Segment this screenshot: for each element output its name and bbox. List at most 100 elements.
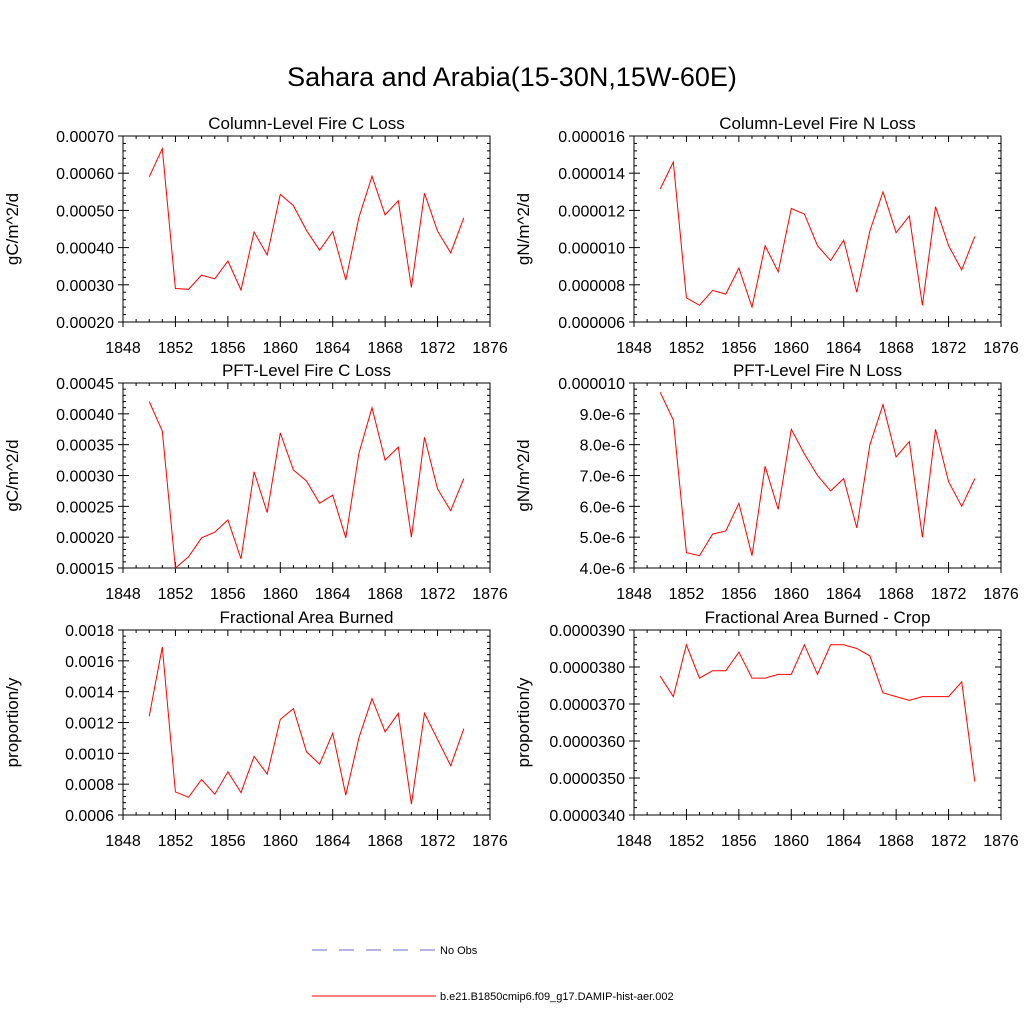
x-tick-label: 1868 <box>367 833 403 850</box>
x-tick-label: 1848 <box>105 586 141 603</box>
panel-title: Fractional Area Burned - Crop <box>705 608 931 627</box>
y-tick-label: 0.0016 <box>65 654 114 671</box>
y-tick-label: 0.000012 <box>558 203 625 220</box>
x-tick-label: 1864 <box>826 340 862 357</box>
panel-title: Column-Level Fire N Loss <box>719 114 916 133</box>
x-tick-label: 1868 <box>878 340 914 357</box>
panel-3: PFT-Level Fire C Loss gC/m^2/d 1848 1852 185… <box>3 361 508 603</box>
series-line <box>659 160 976 309</box>
y-tick-label: 7.0e-6 <box>580 469 625 486</box>
y-tick-label: 0.00015 <box>56 561 114 578</box>
y-tick-label: 0.00060 <box>56 166 114 183</box>
y-tick-label: 0.00035 <box>56 438 114 455</box>
x-tick-label: 1860 <box>773 833 809 850</box>
x-tick-label: 1876 <box>472 340 508 357</box>
y-tick-label: 0.0012 <box>65 716 114 733</box>
y-tick-label: 4.0e-6 <box>580 561 625 578</box>
y-tick-label: 6.0e-6 <box>580 499 625 516</box>
panel-4: PFT-Level Fire N Loss gN/m^2/d 1848 1852 185… <box>514 361 1019 603</box>
y-tick-label: 0.00040 <box>56 407 114 424</box>
y-tick-label: 0.000016 <box>558 129 625 146</box>
x-tick-label: 1876 <box>472 586 508 603</box>
y-tick-label: 0.00050 <box>56 203 114 220</box>
x-tick-label: 1864 <box>826 586 862 603</box>
y-axis-label: gN/m^2/d <box>514 439 533 511</box>
x-tick-label: 1864 <box>315 586 351 603</box>
x-tick-label: 1852 <box>158 340 194 357</box>
panel-1: Column-Level Fire C Loss gC/m^2/d 1848 1852… <box>3 114 508 357</box>
x-tick-label: 1864 <box>315 833 351 850</box>
plot-frame <box>122 135 491 323</box>
x-tick-label: 1860 <box>773 340 809 357</box>
figure-title: Sahara and Arabia(15-30N,15W-60E) <box>287 62 737 92</box>
x-tick-label: 1856 <box>721 586 757 603</box>
series-line <box>148 146 465 292</box>
y-tick-label: 0.0008 <box>65 777 114 794</box>
plot-frame <box>633 629 1002 816</box>
series-line <box>148 646 465 805</box>
panel-title: PFT-Level Fire N Loss <box>733 361 902 380</box>
y-tick-label: 0.0000370 <box>549 697 625 714</box>
y-tick-label: 0.0000390 <box>549 623 625 640</box>
x-tick-label: 1852 <box>158 586 194 603</box>
y-tick-label: 0.000006 <box>558 315 625 332</box>
x-tick-label: 1852 <box>669 586 705 603</box>
x-tick-label: 1856 <box>721 833 757 850</box>
y-axis-label: proportion/y <box>514 677 533 767</box>
plot-frame <box>122 382 491 569</box>
y-axis-label: gC/m^2/d <box>3 193 22 265</box>
x-tick-label: 1872 <box>420 833 456 850</box>
series-line <box>659 643 976 782</box>
x-tick-label: 1848 <box>616 586 652 603</box>
y-tick-label: 0.0000350 <box>549 771 625 788</box>
x-tick-label: 1860 <box>262 340 298 357</box>
x-tick-label: 1864 <box>826 833 862 850</box>
x-tick-label: 1848 <box>616 833 652 850</box>
plot-frame <box>122 629 491 816</box>
y-axis-label: gN/m^2/d <box>514 193 533 265</box>
y-tick-label: 9.0e-6 <box>580 407 625 424</box>
x-tick-label: 1868 <box>878 586 914 603</box>
y-tick-label: 0.00045 <box>56 376 114 393</box>
x-tick-label: 1876 <box>983 340 1019 357</box>
panel-2: Column-Level Fire N Loss gN/m^2/d 1848 1852… <box>514 114 1019 357</box>
x-tick-label: 1856 <box>210 586 246 603</box>
y-tick-label: 0.0018 <box>65 623 114 640</box>
y-tick-label: 0.000008 <box>558 278 625 295</box>
x-tick-label: 1864 <box>315 340 351 357</box>
x-tick-label: 1848 <box>105 833 141 850</box>
y-tick-label: 0.00020 <box>56 315 114 332</box>
x-tick-label: 1860 <box>262 833 298 850</box>
y-tick-label: 0.0010 <box>65 746 114 763</box>
series-line <box>659 392 976 557</box>
x-tick-label: 1868 <box>367 340 403 357</box>
panel-5: Fractional Area Burned proportion/y 1848 18… <box>3 608 508 850</box>
y-tick-label: 0.00070 <box>56 129 114 146</box>
y-tick-label: 0.0000360 <box>549 734 625 751</box>
x-tick-label: 1872 <box>420 586 456 603</box>
x-tick-label: 1856 <box>210 833 246 850</box>
x-tick-label: 1856 <box>721 340 757 357</box>
y-tick-label: 0.0014 <box>65 685 114 702</box>
x-tick-label: 1852 <box>669 833 705 850</box>
legend-no-obs-label: No Obs <box>440 945 478 957</box>
legend-model-label: b.e21.B1850cmip6.f09_g17.DAMIP-hist-aer.… <box>440 991 674 1003</box>
chart-panels: Column-Level Fire C Loss gC/m^2/d 1848 1852… <box>3 114 1019 850</box>
x-tick-label: 1868 <box>367 586 403 603</box>
x-tick-label: 1872 <box>931 586 967 603</box>
series-line <box>148 401 465 569</box>
panel-title: PFT-Level Fire C Loss <box>222 361 391 380</box>
x-tick-label: 1868 <box>878 833 914 850</box>
x-tick-label: 1876 <box>983 833 1019 850</box>
x-tick-label: 1872 <box>420 340 456 357</box>
panel-title: Fractional Area Burned <box>220 608 394 627</box>
x-tick-label: 1856 <box>210 340 246 357</box>
y-tick-label: 0.00040 <box>56 241 114 258</box>
y-tick-label: 8.0e-6 <box>580 438 625 455</box>
x-tick-label: 1872 <box>931 340 967 357</box>
y-tick-label: 0.0006 <box>65 808 114 825</box>
plot-frame <box>633 135 1002 323</box>
x-tick-label: 1876 <box>983 586 1019 603</box>
x-tick-label: 1848 <box>616 340 652 357</box>
y-axis-label: gC/m^2/d <box>3 439 22 511</box>
